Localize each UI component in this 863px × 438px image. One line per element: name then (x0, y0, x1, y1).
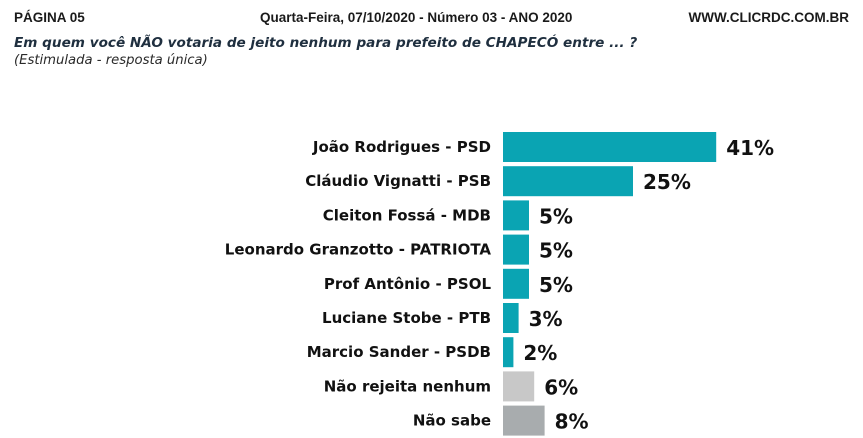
bar (503, 303, 519, 333)
bar (503, 268, 529, 299)
category-label: Leonardo Granzotto - PATRIOTA (225, 241, 492, 259)
category-label: Não sabe (413, 412, 491, 430)
survey-question: Em quem você NÃO votaria de jeito nenhum… (14, 35, 638, 51)
bar (503, 166, 633, 197)
survey-note: (Estimulada - resposta única) (14, 53, 208, 68)
page-header: PÁGINA 05 Quarta-Feira, 07/10/2020 - Núm… (14, 10, 849, 26)
category-label: Marcio Sander - PSDB (307, 343, 491, 361)
bar (503, 132, 717, 162)
issue-date: Quarta-Feira, 07/10/2020 - Número 03 - A… (260, 10, 573, 25)
value-label: 2% (523, 341, 557, 365)
category-label: Cleiton Fossá - MDB (323, 206, 491, 224)
bar (503, 371, 535, 402)
value-label: 5% (539, 239, 573, 263)
page-number: PÁGINA 05 (14, 10, 85, 25)
value-label: 6% (544, 375, 578, 399)
value-label: 5% (539, 273, 573, 297)
value-label: 8% (555, 410, 589, 434)
bar (503, 200, 529, 231)
bar (503, 337, 514, 368)
value-label: 5% (539, 204, 573, 228)
value-label: 41% (726, 136, 774, 160)
category-label: João Rodrigues - PSD (312, 138, 491, 156)
category-label: Prof Antônio - PSOL (324, 275, 492, 293)
category-label: Luciane Stobe - PTB (322, 309, 491, 327)
value-label: 3% (529, 307, 563, 331)
value-label: 25% (643, 170, 691, 194)
bar (503, 234, 529, 265)
bar (503, 405, 545, 436)
website-link[interactable]: WWW.CLICRDC.COM.BR (688, 10, 849, 25)
category-label: Cláudio Vignatti - PSB (305, 172, 491, 190)
category-label: Não rejeita nenhum (324, 377, 491, 395)
